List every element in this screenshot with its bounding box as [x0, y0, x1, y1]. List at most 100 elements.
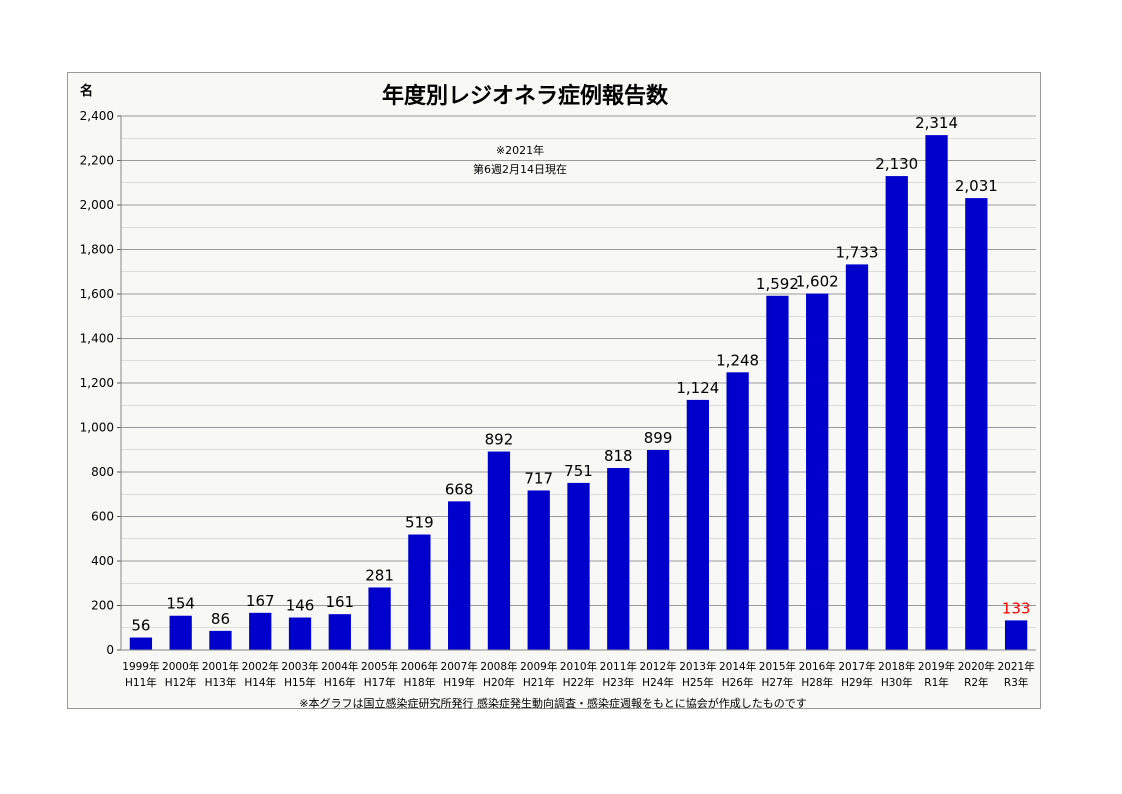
value-labels: 56 154 86 167 146 161 281 519 668 892 717 751 818 899… — [131, 114, 1030, 634]
bar — [806, 293, 829, 650]
y-tick-label: 2,200 — [80, 154, 114, 168]
x-tick-label-year: 2014年 — [719, 660, 756, 673]
bar — [169, 615, 192, 650]
x-tick-label-era: H28年 — [801, 676, 833, 689]
x-tick-label-year: 2001年 — [202, 660, 239, 673]
bar-value-label: 146 — [286, 597, 315, 615]
x-tick-label-era: H12年 — [165, 676, 197, 689]
bar-value-label: 717 — [524, 469, 553, 487]
x-tick-label-era: H23年 — [602, 676, 634, 689]
bar — [965, 198, 988, 650]
bar-value-label: 519 — [405, 514, 434, 532]
y-tick-label: 1,800 — [80, 243, 114, 257]
bar-value-label: 899 — [644, 429, 673, 447]
bar-value-label: 2,314 — [915, 114, 958, 132]
chart-frame: 56 154 86 167 146 161 281 519 668 892 717 751 818 899… — [67, 72, 1041, 710]
x-tick-label-era: R1年 — [924, 676, 948, 689]
chart-note-line-1: ※2021年 — [496, 143, 544, 157]
bar-value-label: 668 — [445, 480, 474, 498]
x-tick-label-year: 2015年 — [759, 660, 796, 673]
chart-title: 年度別レジオネラ症例報告数 — [382, 83, 669, 109]
x-tick-label-year: 2003年 — [281, 660, 318, 673]
x-tick-label-era: H20年 — [483, 676, 515, 689]
x-tick-label-year: 2017年 — [838, 660, 875, 673]
bar-value-label: 2,031 — [955, 177, 998, 195]
x-tick-label-year: 1999年 — [122, 660, 159, 673]
x-tick-label-era: H11年 — [125, 676, 157, 689]
bar-value-label: 2,130 — [875, 155, 918, 173]
x-tick-label-year: 2018年 — [878, 660, 915, 673]
x-tick-label-year: 2005年 — [361, 660, 398, 673]
bar-value-label: 154 — [166, 595, 195, 613]
y-tick-label: 1,600 — [80, 287, 114, 301]
x-tick-label-era: H17年 — [364, 676, 396, 689]
bar-chart: 56 154 86 167 146 161 281 519 668 892 717 751 818 899… — [80, 83, 1036, 710]
chart-note-line-2: 第6週2月14日現在 — [473, 162, 567, 176]
x-tick-label-era: H13年 — [205, 676, 237, 689]
x-tick-label-era: H18年 — [403, 676, 435, 689]
bar — [328, 614, 351, 650]
bar — [925, 135, 948, 650]
bar — [129, 637, 153, 650]
bar — [249, 612, 272, 650]
y-tick-label: 1,400 — [80, 332, 114, 346]
x-tick-label-era: H19年 — [443, 676, 475, 689]
bar-value-label: 1,733 — [836, 243, 879, 261]
x-tick-label-year: 2011年 — [600, 660, 637, 673]
bar-value-label: 1,602 — [796, 273, 839, 291]
bar — [646, 449, 670, 650]
bar — [288, 617, 312, 650]
y-tick-label: 0 — [106, 643, 114, 657]
y-tick-label: 200 — [91, 599, 114, 613]
bar — [726, 372, 749, 650]
y-tick-label: 1,000 — [80, 421, 114, 435]
x-tick-label-era: H21年 — [523, 676, 555, 689]
x-tick-label-era: H30年 — [881, 676, 913, 689]
x-tick-label-era: H26年 — [722, 676, 754, 689]
chart-footnote: ※本グラフは国立感染症研究所発行 感染症発生動向調査・感染症週報をもとに協会が作… — [299, 696, 807, 710]
x-tick-label-era: H29年 — [841, 676, 873, 689]
bar — [845, 264, 869, 650]
bar-value-label: 751 — [564, 462, 593, 480]
bar-value-label: 818 — [604, 447, 633, 465]
bar — [607, 467, 630, 650]
x-tick-label-year: 2004年 — [321, 660, 358, 673]
y-tick-label: 1,200 — [80, 376, 114, 390]
x-tick-label-era: R3年 — [1004, 676, 1028, 689]
bar-value-label: 1,248 — [716, 351, 759, 369]
bar — [527, 490, 550, 650]
y-tick-label: 800 — [91, 465, 114, 479]
bar — [408, 534, 431, 650]
gridlines — [121, 115, 1036, 628]
y-axis-ticks: 0 200 400 600 800 1,000 1,200 1,400 1,600 1,800 2,… — [80, 109, 121, 657]
x-tick-label-year: 2006年 — [401, 660, 438, 673]
bar-value-label: 161 — [325, 593, 354, 611]
x-tick-label-era: H14年 — [244, 676, 276, 689]
x-tick-label-year: 2020年 — [958, 660, 995, 673]
bar-value-label: 281 — [365, 566, 394, 584]
x-tick-label-era: H27年 — [762, 676, 794, 689]
bar-value-label: 892 — [485, 431, 514, 449]
bar — [209, 630, 232, 650]
y-tick-label: 2,400 — [80, 109, 114, 123]
x-tick-label-year: 2009年 — [520, 660, 557, 673]
bar — [487, 451, 511, 650]
x-tick-label-era: H24年 — [642, 676, 674, 689]
bars — [129, 135, 1028, 650]
x-tick-label-year: 2013年 — [679, 660, 716, 673]
y-axis-unit-label: 名 — [80, 83, 93, 99]
y-tick-label: 400 — [91, 554, 114, 568]
bar — [686, 399, 709, 650]
y-tick-label: 600 — [91, 510, 114, 524]
bar-value-label: 56 — [131, 617, 150, 635]
bar-value-label: 86 — [211, 610, 230, 628]
x-tick-label-year: 2010年 — [560, 660, 597, 673]
y-tick-label: 2,000 — [80, 198, 114, 212]
x-tick-label-era: H25年 — [682, 676, 714, 689]
x-tick-label-era: H22年 — [563, 676, 595, 689]
bar — [1004, 620, 1028, 650]
bar — [567, 482, 590, 650]
x-tick-label-year: 2019年 — [918, 660, 955, 673]
bar — [766, 295, 789, 650]
bar — [368, 587, 391, 650]
